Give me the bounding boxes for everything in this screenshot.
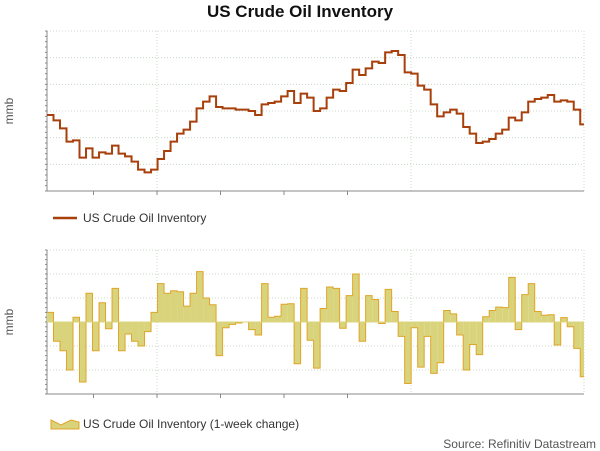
- change-bar: [580, 322, 584, 377]
- change-bar: [60, 322, 67, 351]
- change-bar: [268, 317, 275, 322]
- change-bar: [86, 293, 93, 322]
- change-bar: [229, 322, 236, 325]
- change-bar: [417, 322, 425, 368]
- legend-label: US Crude Oil Inventory (1-week change): [83, 417, 299, 431]
- change-bar: [294, 322, 301, 364]
- change-bar: [183, 306, 191, 322]
- change-bar: [502, 307, 509, 322]
- inventory-panel: mmb US Crude Oil Inventory: [2, 30, 585, 225]
- change-bar: [196, 271, 204, 322]
- change-bar: [105, 322, 113, 329]
- change-bar: [300, 288, 308, 322]
- change-bar: [209, 304, 217, 322]
- change-bar: [125, 322, 132, 334]
- change-bar: [450, 313, 457, 322]
- legend-swatch: [50, 419, 80, 430]
- change-bar: [157, 283, 165, 322]
- change-bar: [411, 322, 418, 328]
- change-bar: [469, 322, 477, 345]
- change-bar: [352, 274, 360, 322]
- change-bar: [255, 322, 262, 335]
- change-bar: [495, 307, 503, 322]
- change-bar: [73, 317, 80, 322]
- change-bar: [287, 303, 295, 322]
- change-bar: [274, 316, 282, 322]
- change-bar: [476, 322, 483, 355]
- change-bar: [151, 312, 158, 322]
- change-bar: [560, 317, 568, 322]
- change-bar: [365, 295, 373, 322]
- change-bar: [534, 311, 542, 322]
- change-bar: [307, 322, 314, 341]
- change-bar: [170, 290, 178, 322]
- change-bar: [489, 310, 496, 322]
- change-bar: [144, 322, 152, 332]
- change-bar: [404, 322, 412, 384]
- change-bar: [528, 283, 535, 322]
- change-bar: [443, 310, 451, 322]
- change-bar: [118, 322, 126, 351]
- change-bar: [164, 293, 171, 322]
- change-bar: [261, 283, 269, 322]
- change-bar: [326, 286, 334, 322]
- change-bar: [482, 316, 490, 322]
- change-bar: [463, 322, 470, 370]
- change-bar: [99, 302, 106, 322]
- change-bar: [554, 322, 561, 346]
- change-bar: [177, 291, 184, 322]
- change-bar: [53, 322, 61, 342]
- chart-title: US Crude Oil Inventory: [207, 2, 394, 21]
- inventory-line: [47, 50, 584, 174]
- legend-label: US Crude Oil Inventory: [83, 211, 206, 225]
- change-bar: [346, 295, 353, 322]
- change-bar: [521, 294, 529, 322]
- change-bar: [372, 299, 379, 322]
- change-bar: [79, 322, 87, 382]
- change-bar: [216, 322, 223, 356]
- change-bar: [456, 322, 464, 335]
- change-bar: [437, 322, 444, 363]
- change-bar: [313, 322, 321, 369]
- change-bar: [391, 311, 399, 322]
- change-bar: [430, 322, 438, 374]
- change-bar: [378, 322, 386, 324]
- change-bar: [92, 322, 100, 351]
- change-bar: [203, 298, 210, 322]
- change-bar: [222, 322, 230, 328]
- change-edge-line: [47, 271, 584, 384]
- change-bar: [508, 277, 516, 322]
- change-bar: [541, 315, 548, 322]
- source-note: Source: Refinitiv Datastream: [443, 437, 596, 451]
- change-bar: [359, 322, 366, 342]
- change-bar: [339, 322, 347, 329]
- change-bar: [47, 312, 54, 322]
- weekly-change-panel: mmb US Crude Oil Inventory (1-week change…: [2, 249, 585, 431]
- y-axis-label: mmb: [2, 308, 16, 335]
- change-bar: [385, 289, 392, 322]
- change-bar: [131, 322, 139, 342]
- change-bar: [190, 293, 197, 322]
- change-bar: [281, 304, 288, 322]
- y-axis-label: mmb: [2, 97, 16, 124]
- change-bar: [66, 322, 74, 370]
- change-bar: [112, 288, 119, 322]
- change-bar: [547, 314, 555, 322]
- change-bar: [333, 288, 340, 322]
- change-bar: [138, 322, 145, 346]
- change-bar: [320, 308, 327, 322]
- change-bar: [573, 322, 581, 349]
- change-bar: [567, 322, 574, 327]
- change-bar: [515, 322, 522, 330]
- change-bar: [424, 322, 431, 337]
- change-bar: [248, 322, 256, 330]
- change-bar: [398, 322, 405, 337]
